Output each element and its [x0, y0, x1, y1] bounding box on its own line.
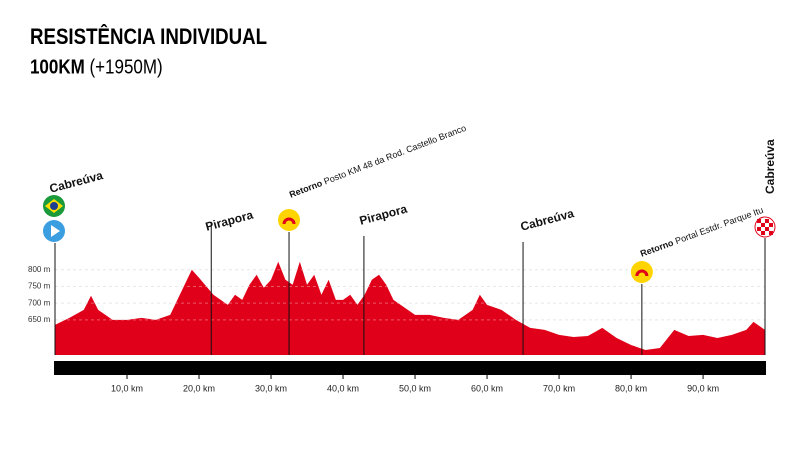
- marker-label: Cabreúva: [48, 168, 105, 196]
- finish-check: [761, 231, 765, 235]
- marker-text: Pirapora: [358, 202, 409, 228]
- y-tick-label: 700 m: [28, 298, 51, 307]
- subtitle: 100KM (+1950M): [30, 55, 163, 78]
- marker-label: Cabreúva: [763, 139, 777, 194]
- play-triangle: [51, 225, 60, 237]
- finish-check: [769, 231, 773, 235]
- icons: [43, 195, 776, 283]
- marker-label: Pirapora: [204, 208, 255, 234]
- y-tick-label: 800 m: [28, 265, 51, 274]
- marker-text: Pirapora: [204, 208, 255, 234]
- marker-text: Cabreúva: [48, 168, 105, 196]
- x-tick-label: 30,0 km: [255, 383, 287, 393]
- chart-title: RESISTÊNCIA INDIVIDUAL: [30, 23, 267, 49]
- marker-label: Cabreúva: [519, 206, 576, 234]
- x-tick-label: 70,0 km: [543, 383, 575, 393]
- x-tick-label: 50,0 km: [399, 383, 431, 393]
- marker-label: Retorno Posto KM 48 da Rod. Castello Bra…: [288, 123, 468, 200]
- marker-prefix: Retorno: [639, 238, 675, 259]
- finish-check: [769, 223, 773, 227]
- finish-check: [765, 219, 769, 223]
- y-tick-label: 650 m: [28, 315, 51, 324]
- turn-arrow: [282, 217, 296, 225]
- elevation-area: [55, 261, 765, 355]
- finish-check: [757, 227, 761, 231]
- climb: (+1950M): [89, 55, 162, 78]
- y-tick-label: 750 m: [28, 282, 51, 291]
- distance-bar: [54, 361, 766, 375]
- x-tick-label: 80,0 km: [615, 383, 647, 393]
- flag-globe: [50, 202, 58, 210]
- x-tick-label: 90,0 km: [687, 383, 719, 393]
- marker-text: Cabreúva: [763, 139, 777, 194]
- finish-check: [761, 223, 765, 227]
- distance: 100KM: [30, 55, 85, 78]
- marker-text: Portal Estdr. Parque Itu: [674, 205, 765, 246]
- marker-label: Pirapora: [358, 202, 409, 228]
- x-tick-label: 20,0 km: [183, 383, 215, 393]
- x-tick-label: 40,0 km: [327, 383, 359, 393]
- turn-arrow: [635, 269, 649, 277]
- x-tick-label: 10,0 km: [111, 383, 143, 393]
- marker-text: Posto KM 48 da Rod. Castello Branco: [323, 123, 468, 187]
- marker-label: Retorno Portal Estdr. Parque Itu: [639, 205, 765, 259]
- marker-text: Cabreúva: [519, 206, 576, 234]
- finish-check: [765, 227, 769, 231]
- finish-check: [757, 219, 761, 223]
- x-tick-label: 60,0 km: [471, 383, 503, 393]
- marker-prefix: Retorno: [288, 178, 324, 200]
